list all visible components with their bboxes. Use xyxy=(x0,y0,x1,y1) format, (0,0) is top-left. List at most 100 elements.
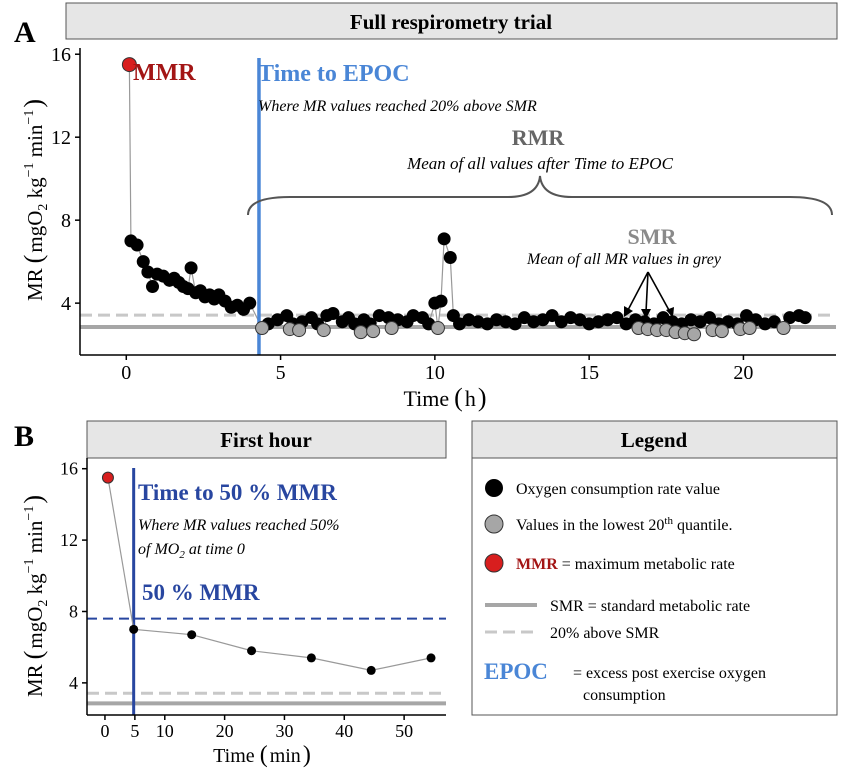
legend-box xyxy=(471,457,838,716)
panel-b-ylabel: MR(mgO2 kg−1 min−1) xyxy=(19,495,51,697)
panel-a-x-tick-label: 20 xyxy=(733,362,753,384)
panel-b-x-tick-label: 40 xyxy=(335,721,353,741)
data-point-b xyxy=(129,624,139,634)
data-point xyxy=(136,255,150,269)
data-point xyxy=(434,294,448,308)
panel-a-y-tick-label: 4 xyxy=(61,293,71,315)
data-point xyxy=(184,261,198,275)
data-point xyxy=(146,280,160,294)
panel-b-x-tick-label: 30 xyxy=(275,721,293,741)
panel-a-x-tick-label: 0 xyxy=(121,362,131,384)
panel-b-x-ticks: 0 5 10 20 30 40 50 xyxy=(100,715,413,741)
panel-b-x-tick-label: 50 xyxy=(395,721,413,741)
grey-data-point xyxy=(714,324,729,339)
panel-b-xlabel: Time(min) xyxy=(213,742,311,768)
panel-a-y-tick-label: 12 xyxy=(51,127,71,149)
panel-b-y-tick-label: 8 xyxy=(69,601,78,621)
panel-b-x-tick-label: 10 xyxy=(156,721,174,741)
panel-a-x-tick-label: 15 xyxy=(579,362,599,384)
panel-b-points xyxy=(101,471,436,675)
panel-b-connector xyxy=(107,477,432,671)
panel-a-xlabel: Time (h) xyxy=(404,383,487,412)
mmr-point xyxy=(121,57,137,73)
data-point xyxy=(508,317,522,331)
panel-label-a: A xyxy=(14,16,36,49)
time50-annotation-sub2: of MO2 at time 0 xyxy=(138,541,245,561)
panel-a-x-ticks: 0 5 10 15 20 xyxy=(121,355,753,384)
smr-annotation: SMR xyxy=(628,224,678,249)
legend-grey-label: Values in the lowest 20th quantile. xyxy=(516,515,733,534)
panel-a-title: Full respirometry trial xyxy=(350,10,552,34)
data-point-b xyxy=(306,653,316,663)
smr-arrows xyxy=(627,271,671,313)
panel-b-y-ticks: 4 8 12 16 xyxy=(60,459,87,693)
mmr50-annotation: 50 % MMR xyxy=(142,580,260,605)
panel-b-x-tick-label: 0 xyxy=(100,721,109,741)
mmr-point-b xyxy=(101,471,114,484)
panel-a-y-tick-label: 16 xyxy=(51,44,71,66)
panel-a-title-strip xyxy=(65,2,838,40)
grey-data-point xyxy=(742,321,757,336)
grey-data-point xyxy=(687,327,702,342)
data-point xyxy=(243,296,257,310)
legend: Legend Oxygen consumption rate value Val… xyxy=(471,420,838,716)
data-point xyxy=(437,232,451,246)
panel-a-y-ticks: 4 8 12 16 xyxy=(51,44,80,315)
panel-a-x-tick-label: 10 xyxy=(425,362,445,384)
panel-a-plot: 4 8 12 16 0 5 10 15 20 MMR Time to EPOC Where M… xyxy=(51,44,836,384)
smr-arrowheads xyxy=(624,306,674,319)
panel-b-y-tick-label: 12 xyxy=(60,530,78,550)
time50-annotation-sub1: Where MR values reached 50% xyxy=(138,517,339,534)
data-point-b xyxy=(187,630,197,640)
legend-smr20-label: 20% above SMR xyxy=(550,625,660,642)
legend-epoc-abbr: EPOC xyxy=(484,659,548,684)
mmr-annotation: MMR xyxy=(133,60,196,86)
epoc-annotation-sub: Where MR values reached 20% above SMR xyxy=(258,98,537,115)
panel-label-b: B xyxy=(14,420,34,453)
grey-data-point xyxy=(316,323,331,338)
panel-b-plot: 4 8 12 16 0 5 10 20 30 40 50 Time to 50 % MMR Whe… xyxy=(60,458,446,741)
legend-epoc-label-line2: consumption xyxy=(583,687,666,704)
legend-mmr-label: MMR = maximum metabolic rate xyxy=(516,556,735,573)
epoc-annotation: Time to EPOC xyxy=(258,61,410,87)
grey-data-point xyxy=(353,325,368,340)
data-point xyxy=(610,311,624,325)
rmr-annotation-sub: Mean of all values after Time to EPOC xyxy=(406,154,673,173)
panel-a-points xyxy=(121,57,812,342)
legend-grey-point xyxy=(484,514,504,534)
rmr-brace xyxy=(247,175,833,216)
panel-b-y-tick-label: 4 xyxy=(69,673,78,693)
grey-data-point xyxy=(430,321,445,336)
legend-mmr-point xyxy=(484,553,504,573)
rmr-annotation: RMR xyxy=(512,125,566,150)
legend-title: Legend xyxy=(621,428,688,452)
legend-epoc-label-line1: = excess post exercise oxygen xyxy=(573,665,766,682)
data-point xyxy=(702,311,716,325)
data-point-b xyxy=(366,665,376,675)
panel-b-title: First hour xyxy=(220,428,312,452)
panel-a-y-tick-label: 8 xyxy=(61,210,71,232)
data-point xyxy=(130,238,144,252)
data-point xyxy=(545,309,559,323)
grey-data-point xyxy=(776,321,791,336)
panel-a-ylabel: MR(mgO2 kg−1 min−1) xyxy=(19,99,51,301)
panel-b-connector-lines xyxy=(107,477,432,671)
panel-b-y-tick-label: 16 xyxy=(60,459,78,479)
grey-data-point xyxy=(366,324,381,339)
grey-data-point xyxy=(255,321,270,336)
panel-b-x-tick-label: 20 xyxy=(216,721,234,741)
grey-data-point xyxy=(292,323,307,338)
panel-b-x-tick-label: 5 xyxy=(130,721,139,741)
legend-smr-label: SMR = standard metabolic rate xyxy=(550,598,750,615)
data-point xyxy=(326,307,340,321)
data-point-b xyxy=(247,646,257,656)
smr-annotation-sub: Mean of all MR values in grey xyxy=(526,251,722,268)
legend-black-point xyxy=(485,479,503,497)
panel-a-x-tick-label: 5 xyxy=(276,362,286,384)
time50-annotation: Time to 50 % MMR xyxy=(138,480,337,505)
data-point xyxy=(443,251,457,265)
data-point-b xyxy=(426,653,436,663)
legend-black-label: Oxygen consumption rate value xyxy=(516,481,720,498)
grey-data-point xyxy=(384,321,399,336)
